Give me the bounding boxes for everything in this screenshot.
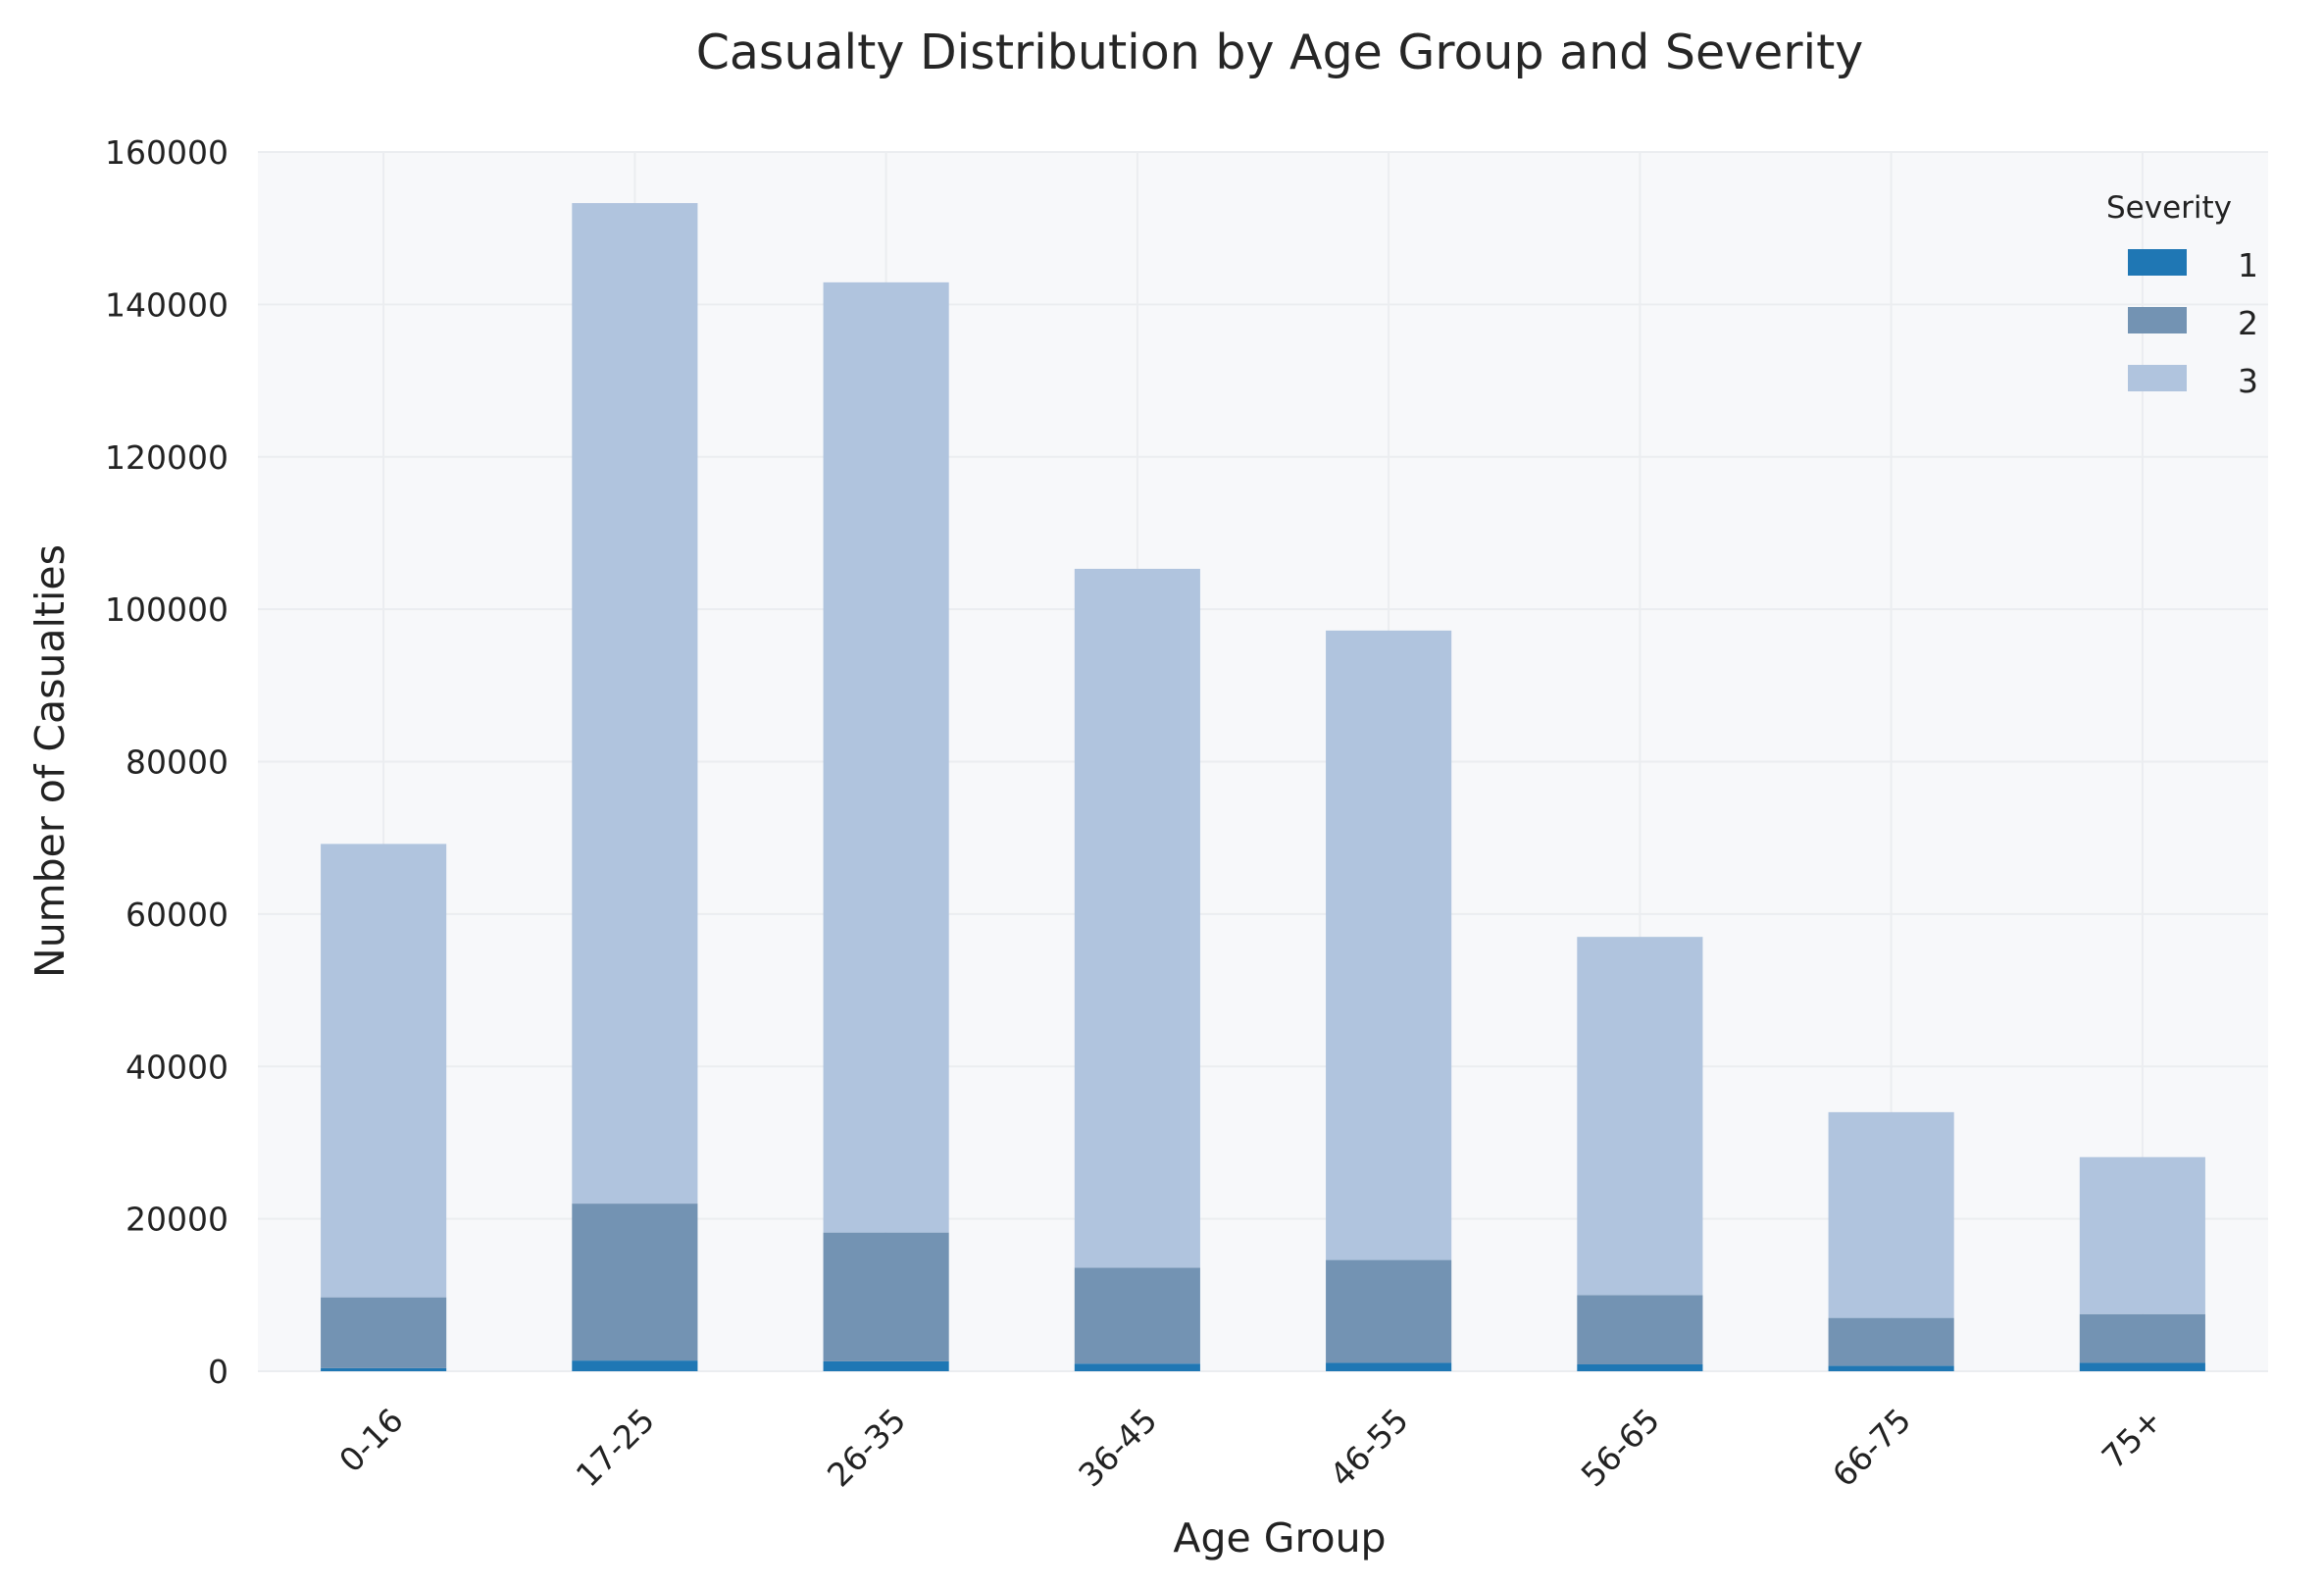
y-tick-label: 100000 <box>105 590 228 629</box>
x-tick-label: 75+ <box>2095 1401 2170 1476</box>
x-tick-label: 0-16 <box>331 1401 411 1480</box>
bar-66-75-severity-3 <box>1828 1111 1954 1318</box>
y-tick-label: 40000 <box>126 1048 228 1086</box>
chart-title: Casualty Distribution by Age Group and S… <box>696 25 1864 80</box>
bar-66-75-severity-2 <box>1828 1317 1954 1366</box>
bar-0-16-severity-3 <box>321 844 447 1298</box>
bar-26-35-severity-2 <box>823 1232 949 1361</box>
y-tick-label: 120000 <box>105 438 228 477</box>
x-tick-label: 26-35 <box>820 1401 913 1494</box>
y-tick-label: 80000 <box>126 743 228 782</box>
x-axis-title: Age Group <box>1173 1514 1386 1562</box>
y-tick-label: 0 <box>208 1353 228 1391</box>
bar-17-25-severity-2 <box>572 1204 698 1361</box>
legend-label-2: 2 <box>2238 304 2258 342</box>
legend-title: Severity <box>2106 190 2232 226</box>
bar-17-25-severity-1 <box>572 1360 698 1371</box>
y-tick-label: 160000 <box>105 133 228 172</box>
bar-26-35-severity-3 <box>823 282 949 1233</box>
bar-75+-severity-2 <box>2079 1313 2205 1363</box>
bar-75+-severity-3 <box>2079 1156 2205 1314</box>
x-tick-label: 17-25 <box>569 1401 662 1494</box>
bar-36-45-severity-3 <box>1074 568 1200 1268</box>
bar-17-25-severity-3 <box>572 203 698 1204</box>
legend: Severity 1 2 3 <box>2106 190 2258 400</box>
y-tick-label: 140000 <box>105 285 228 324</box>
bar-36-45-severity-2 <box>1074 1267 1200 1364</box>
bars <box>321 203 2205 1371</box>
x-tick-labels: 0-16 17-25 26-35 36-45 46-55 56-65 66-75 75+ <box>331 1401 2169 1494</box>
x-tick-label: 36-45 <box>1071 1401 1164 1494</box>
bar-26-35-severity-1 <box>823 1360 949 1371</box>
y-tick-label: 60000 <box>126 896 228 934</box>
bar-36-45-severity-1 <box>1074 1363 1200 1371</box>
legend-label-3: 3 <box>2238 362 2258 400</box>
bar-0-16-severity-2 <box>321 1297 447 1368</box>
legend-swatch-3 <box>2128 365 2187 391</box>
y-tick-label: 20000 <box>126 1201 228 1239</box>
bar-0-16-severity-1 <box>321 1367 447 1371</box>
x-tick-label: 56-65 <box>1574 1401 1667 1494</box>
bar-46-55-severity-3 <box>1326 630 1452 1260</box>
bar-46-55-severity-2 <box>1326 1259 1452 1363</box>
y-tick-labels: 0 20000 40000 60000 80000 100000 120000 140000 1… <box>105 133 228 1391</box>
legend-swatch-1 <box>2128 249 2187 276</box>
y-axis-title: Number of Casualties <box>26 544 74 978</box>
bar-66-75-severity-1 <box>1828 1365 1954 1371</box>
bar-56-65-severity-2 <box>1577 1295 1703 1365</box>
x-tick-label: 66-75 <box>1825 1401 1918 1494</box>
bar-75+-severity-1 <box>2079 1362 2205 1371</box>
x-tick-label: 46-55 <box>1322 1401 1415 1494</box>
bar-56-65-severity-1 <box>1577 1364 1703 1371</box>
bar-56-65-severity-3 <box>1577 937 1703 1296</box>
legend-swatch-2 <box>2128 307 2187 333</box>
bar-46-55-severity-1 <box>1326 1362 1452 1371</box>
legend-label-1: 1 <box>2238 246 2258 284</box>
